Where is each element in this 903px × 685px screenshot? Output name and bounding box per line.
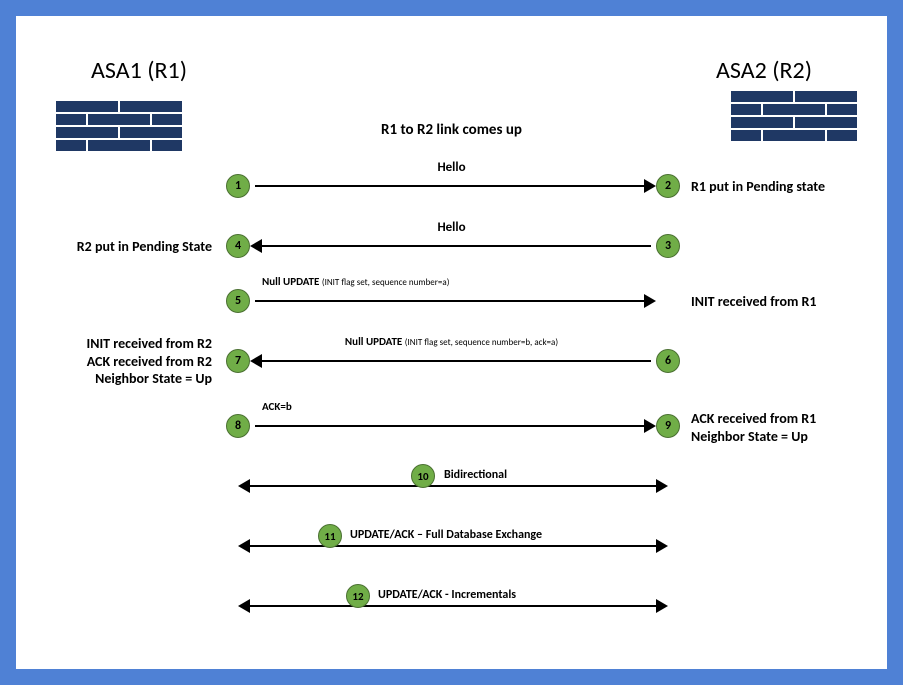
row-step-5: 5 Null UPDATE (INIT flag set, sequence n… [16, 281, 887, 321]
msg-5: Null UPDATE (INIT flag set, sequence num… [262, 275, 662, 288]
arrow-5 [255, 300, 651, 302]
msg-1: Hello [256, 160, 647, 175]
arrow-12 [250, 605, 656, 607]
step-circle-7: 7 [226, 349, 250, 373]
note-step-4: R2 put in Pending State [77, 238, 212, 256]
step-circle-8: 8 [226, 414, 250, 438]
row-step-11: 11 UPDATE/ACK – Full Database Exchange [16, 526, 887, 564]
arrow-10-lhead [238, 479, 250, 493]
row-step-1-2: 1 Hello 2 R1 put in Pending state [16, 166, 887, 206]
note-step-9-l2: Neighbor State = Up [691, 428, 816, 446]
note-step-2: R1 put in Pending state [691, 178, 825, 196]
row-step-10: 10 Bidirectional [16, 466, 887, 504]
msg-10: Bidirectional [444, 468, 507, 482]
arrow-8-head [644, 419, 656, 433]
note-step-7-l3: Neighbor State = Up [86, 370, 212, 388]
arrow-1 [255, 185, 651, 187]
arrow-11 [250, 545, 656, 547]
step-circle-10: 10 [411, 464, 435, 488]
msg-6-sub: (INIT flag set, sequence number=b, ack=a… [405, 337, 558, 348]
step-circle-12: 12 [346, 584, 370, 608]
note-step-5: INIT received from R1 [691, 293, 817, 311]
msg-12: UPDATE/ACK - Incrementals [378, 588, 516, 602]
asa2-title: ASA2 (R2) [716, 56, 812, 85]
step-circle-3: 3 [656, 234, 680, 258]
step-circle-5: 5 [226, 289, 250, 313]
note-step-9: ACK received from R1 Neighbor State = Up [691, 410, 816, 445]
arrow-12-lhead [238, 599, 250, 613]
arrow-11-rhead [656, 539, 668, 553]
row-step-3-4: 4 Hello 3 R2 put in Pending State [16, 226, 887, 266]
step-circle-9: 9 [656, 414, 680, 438]
step-circle-1: 1 [226, 174, 250, 198]
arrow-6 [255, 360, 651, 362]
msg-6-main: Null UPDATE [345, 335, 405, 348]
step-circle-6: 6 [656, 349, 680, 373]
msg-3: Hello [256, 220, 647, 235]
arrow-10 [250, 485, 656, 487]
msg-8: ACK=b [262, 400, 292, 413]
arrow-11-lhead [238, 539, 250, 553]
msg-5-sub: (INIT flag set, sequence number=a) [322, 277, 450, 288]
asa1-title: ASA1 (R1) [91, 56, 187, 85]
step-circle-4: 4 [226, 234, 250, 258]
note-step-7-l1: INIT received from R2 [86, 335, 212, 353]
note-step-7: INIT received from R2 ACK received from … [86, 335, 212, 388]
arrow-12-rhead [656, 599, 668, 613]
row-step-12: 12 UPDATE/ACK - Incrementals [16, 586, 887, 624]
note-step-9-l1: ACK received from R1 [691, 410, 816, 428]
header-text: R1 to R2 link comes up [16, 121, 887, 139]
arrow-8 [255, 425, 651, 427]
arrow-10-rhead [656, 479, 668, 493]
note-step-7-l2: ACK received from R2 [86, 353, 212, 371]
msg-5-main: Null UPDATE [262, 275, 322, 288]
msg-11: UPDATE/ACK – Full Database Exchange [350, 528, 542, 542]
msg-6: Null UPDATE (INIT flag set, sequence num… [256, 335, 647, 348]
arrow-3 [255, 245, 651, 247]
step-circle-11: 11 [318, 524, 342, 548]
arrow-5-head [644, 294, 656, 308]
arrow-1-head [644, 179, 656, 193]
step-circle-2: 2 [656, 174, 680, 198]
row-step-6-7: 7 Null UPDATE (INIT flag set, sequence n… [16, 341, 887, 381]
row-step-8-9: 8 ACK=b 9 ACK received from R1 Neighbor … [16, 406, 887, 446]
